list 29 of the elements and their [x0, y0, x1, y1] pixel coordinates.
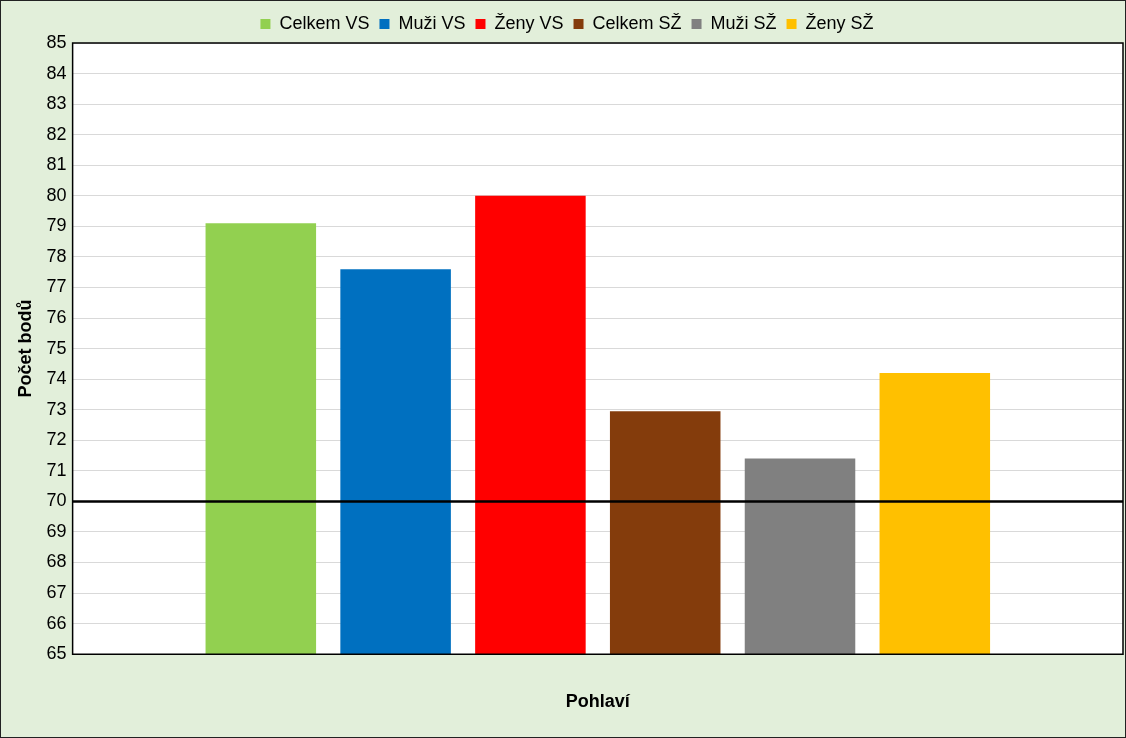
- y-tick-label: 69: [46, 520, 67, 541]
- y-tick-label: 83: [46, 93, 67, 114]
- y-tick-label: 73: [46, 398, 67, 419]
- y-tick-label: 71: [46, 459, 67, 480]
- y-tick-label: 72: [46, 429, 67, 450]
- y-tick-label: 74: [46, 368, 67, 389]
- x-axis-title: Pohlaví: [565, 691, 631, 712]
- y-tick-label: 85: [46, 31, 67, 52]
- y-tick-label: 81: [46, 154, 67, 175]
- y-tick-label: 84: [46, 62, 67, 83]
- y-tick-label: 75: [46, 337, 67, 358]
- legend-label: Muži VS: [398, 12, 466, 33]
- y-tick-label: 65: [46, 643, 67, 664]
- y-tick-label: 79: [46, 215, 67, 236]
- y-tick-label: 80: [46, 184, 67, 205]
- y-tick-label: 82: [46, 123, 67, 144]
- y-tick-label: 70: [46, 490, 67, 511]
- legend-label: Ženy VS: [494, 12, 564, 33]
- legend-label: Muži SŽ: [710, 12, 777, 33]
- y-tick-label: 76: [46, 307, 67, 328]
- y-tick-label: 67: [46, 582, 67, 603]
- y-tick-label: 77: [46, 276, 67, 297]
- legend-label: Ženy SŽ: [805, 12, 874, 33]
- y-tick-label: 78: [46, 245, 67, 266]
- legend-label: Celkem VS: [279, 12, 370, 33]
- y-tick-label: 66: [46, 612, 67, 633]
- y-axis-title: Počet bodů: [14, 299, 35, 398]
- legend-label: Celkem SŽ: [592, 12, 682, 33]
- y-tick-label: 68: [46, 551, 67, 572]
